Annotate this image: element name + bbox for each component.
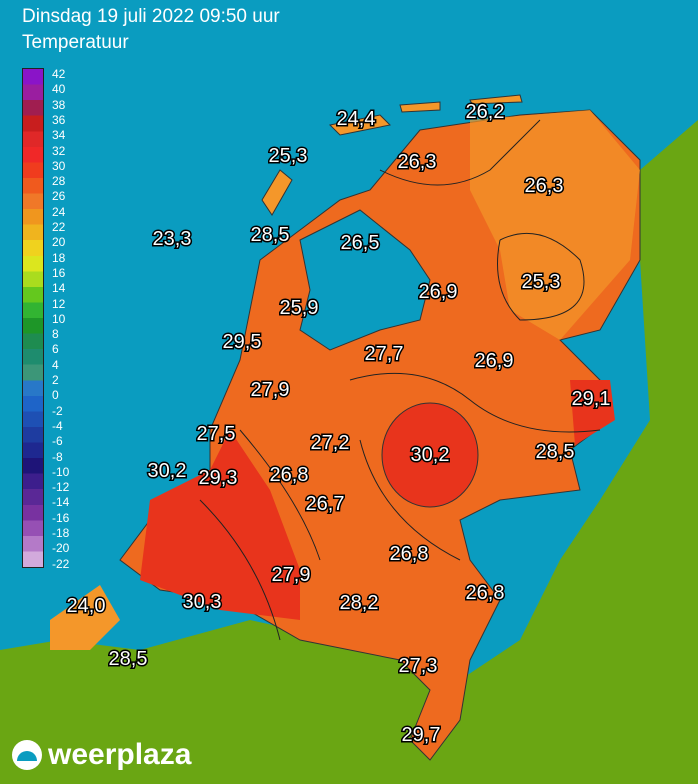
- legend-label: -20: [52, 541, 70, 556]
- legend-label: 12: [52, 296, 66, 311]
- legend-label: 28: [52, 174, 66, 189]
- hot-zone-east: [570, 380, 615, 445]
- legend-label: -6: [52, 434, 63, 449]
- legend-label: 22: [52, 220, 66, 234]
- legend-label: 32: [52, 143, 66, 158]
- surrounding-land: [0, 120, 698, 784]
- weerplaza-brand-name: weerplaza: [48, 738, 192, 771]
- legend-label: -16: [52, 510, 70, 525]
- station-temperature: 27,7: [365, 343, 404, 365]
- station-temperature: 26,3: [398, 151, 437, 173]
- legend-label: 10: [52, 311, 66, 326]
- legend-label: 34: [52, 128, 66, 143]
- station-temperature: 25,9: [280, 297, 319, 319]
- legend-label: -14: [52, 495, 70, 510]
- station-temperature: 28,5: [251, 224, 290, 246]
- cool-zone-north: [470, 110, 640, 340]
- legend-label: 40: [52, 82, 66, 97]
- isotherms: [199, 119, 601, 641]
- legend-label: 18: [52, 250, 66, 265]
- station-temperature: 23,3: [153, 228, 192, 250]
- station-temperature: 25,3: [522, 271, 561, 293]
- map-parameter-title: Temperatuur: [22, 32, 129, 53]
- cool-zone-zeeland: [50, 585, 120, 650]
- ijsselmeer: [299, 209, 431, 351]
- station-temperature: 26,9: [419, 281, 458, 303]
- station-temperature: 26,8: [390, 543, 429, 565]
- legend-label: 16: [52, 265, 66, 280]
- station-temperature: 24,4: [337, 108, 376, 130]
- map-date-title: Dinsdag 19 juli 2022 09:50 uur: [22, 6, 280, 27]
- legend-label: 38: [52, 97, 66, 112]
- weerplaza-logo-icon: [12, 740, 42, 770]
- legend-label: 20: [52, 235, 66, 250]
- legend-label: 4: [52, 357, 59, 372]
- station-temperature: 28,5: [109, 648, 148, 670]
- station-temperature: 27,9: [251, 379, 290, 401]
- legend-label: 0: [52, 388, 59, 403]
- legend-label: 8: [52, 327, 59, 342]
- station-temperature: 30,2: [148, 460, 187, 482]
- station-temperature: 29,1: [572, 388, 611, 410]
- weerplaza-logo: weerplaza: [12, 738, 191, 772]
- station-temperature: 29,3: [199, 467, 238, 489]
- station-temperature: 25,3: [269, 145, 308, 167]
- station-temperature: 27,2: [311, 432, 350, 454]
- legend-label: -12: [52, 480, 70, 495]
- legend-label: 14: [52, 281, 66, 296]
- legend-label: -10: [52, 464, 70, 479]
- legend-label: -4: [52, 418, 63, 433]
- station-temperature: 26,5: [341, 232, 380, 254]
- station-temperature: 26,2: [466, 101, 505, 123]
- station-temperature: 26,7: [306, 493, 345, 515]
- station-temperature: 27,5: [197, 423, 236, 445]
- wadden-islands: [261, 94, 523, 216]
- station-temperature: 26,9: [475, 350, 514, 372]
- hot-zone-center: [381, 402, 479, 508]
- station-temperature: 28,5: [536, 441, 575, 463]
- legend-label: 2: [52, 373, 59, 387]
- legend-label: -8: [52, 449, 63, 464]
- station-temperature: 29,7: [402, 724, 441, 746]
- legend-label: -22: [52, 556, 70, 571]
- station-temperature: 27,9: [272, 564, 311, 586]
- station-temperature: 29,5: [223, 331, 262, 353]
- station-temperature: 28,2: [340, 592, 379, 614]
- temperature-legend-bar: [22, 68, 44, 568]
- legend-label: 6: [52, 342, 59, 357]
- legend-label: 24: [52, 204, 66, 219]
- station-temperature: 24,0: [67, 595, 106, 617]
- legend-label: -18: [52, 526, 70, 540]
- legend-label: 30: [52, 158, 66, 173]
- station-temperature: 30,2: [411, 444, 450, 466]
- station-temperature: 26,3: [525, 175, 564, 197]
- station-temperature: 26,8: [466, 582, 505, 604]
- legend-label: -2: [52, 403, 63, 418]
- legend-label: 36: [52, 112, 66, 127]
- station-temperature: 27,3: [399, 655, 438, 677]
- station-temperature: 30,3: [183, 591, 222, 613]
- hot-zone-west: [140, 430, 300, 620]
- legend-label: 26: [52, 189, 66, 204]
- legend-label: 42: [52, 67, 66, 81]
- station-temperature: 26,8: [270, 464, 309, 486]
